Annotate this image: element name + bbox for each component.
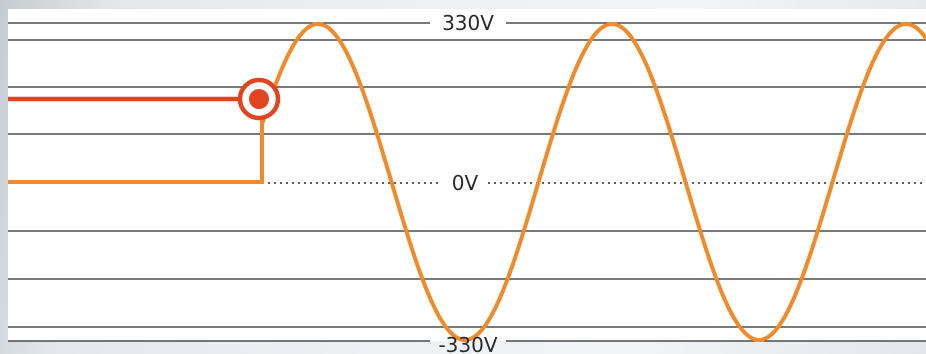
orange-step-line xyxy=(8,98,264,184)
switch-point-dot xyxy=(249,89,269,109)
label-minus-330v: -330V xyxy=(438,333,497,354)
label-330v: 330V xyxy=(442,11,494,35)
grid-lines xyxy=(8,22,926,342)
sine-wave xyxy=(260,22,926,342)
label-0v: 0V xyxy=(452,171,479,195)
plot-panel xyxy=(8,9,926,341)
